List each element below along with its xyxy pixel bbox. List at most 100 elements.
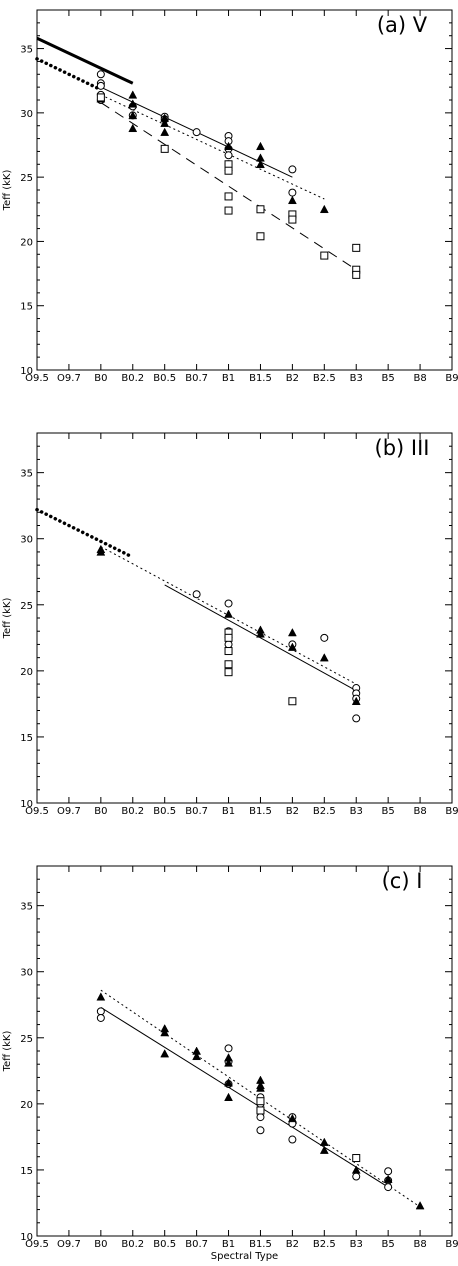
x-tick-label: B1.5: [249, 1239, 272, 1250]
data-point-circle: [288, 188, 297, 197]
data-point-circle: [320, 633, 329, 642]
data-point-triangle: [224, 609, 233, 618]
data-point-circle: [384, 1183, 393, 1192]
data-point-square: [224, 633, 233, 642]
data-point-square: [224, 668, 233, 677]
x-tick-label: B2.5: [313, 373, 336, 384]
panel-title: (c) I: [382, 869, 423, 893]
y-tick-label: 30: [20, 968, 33, 979]
data-point-triangle: [351, 696, 361, 705]
x-tick-label: B9: [445, 806, 458, 817]
x-tick-label: B1: [222, 373, 235, 384]
data-point-circle: [384, 1167, 393, 1176]
data-point-square: [256, 1097, 265, 1106]
data-point-triangle: [287, 642, 297, 651]
data-point-triangle: [319, 1145, 329, 1154]
y-tick-label: 30: [20, 535, 33, 546]
x-tick-label: O9.5: [25, 373, 49, 384]
data-point-triangle: [128, 99, 138, 108]
data-point-triangle: [287, 628, 297, 637]
data-point-circle: [192, 590, 201, 599]
panel-title: (a) V: [377, 13, 428, 37]
data-point-triangle: [224, 1092, 233, 1101]
fit-line-thick-dotted: [35, 57, 103, 92]
x-tick-label: B9: [445, 1239, 458, 1250]
data-point-square: [288, 215, 297, 224]
x-tick-label: B0.5: [153, 1239, 176, 1250]
data-point-triangle: [383, 1174, 393, 1183]
data-point-triangle: [192, 1051, 202, 1061]
panel-title: (b) III: [375, 436, 430, 460]
data-point-square: [224, 647, 233, 656]
data-point-circle: [352, 714, 361, 723]
data-point-circle: [96, 70, 105, 79]
data-point-circle: [288, 165, 297, 174]
x-tick-label: B2.5: [313, 1239, 336, 1250]
data-point-triangle: [96, 547, 106, 556]
y-tick-label: 15: [20, 733, 33, 744]
x-tick-label: O9.7: [57, 806, 81, 817]
x-tick-label: B5: [382, 806, 395, 817]
y-tick-label: 20: [20, 1100, 33, 1111]
data-point-triangle: [351, 1165, 361, 1174]
x-tick-label: B2: [286, 373, 299, 384]
data-point-triangle: [319, 1137, 329, 1146]
y-tick-label: 10: [20, 366, 33, 377]
data-point-triangle: [96, 992, 106, 1001]
x-tick-label: O9.7: [57, 1239, 81, 1250]
x-tick-label: B1.5: [249, 373, 272, 384]
data-point-square: [224, 660, 233, 669]
data-point-circle: [224, 640, 233, 649]
x-tick-label: B2.5: [313, 806, 336, 817]
x-axis-label: Spectral Type: [211, 1251, 278, 1262]
data-point-square: [224, 166, 233, 175]
data-point-triangle: [256, 141, 265, 151]
data-point-circle: [256, 1126, 265, 1135]
y-tick-label: 25: [20, 173, 33, 184]
x-tick-label: B0.7: [185, 1239, 208, 1250]
data-point-square: [352, 1154, 361, 1163]
data-point-circle: [96, 1013, 105, 1022]
fit-line-dotted: [100, 989, 421, 1208]
data-point-triangle: [160, 1027, 170, 1037]
data-point-triangle: [287, 1113, 297, 1123]
x-tick-label: B2: [286, 1239, 299, 1250]
plot-frame: [36, 432, 453, 804]
y-tick-label: 15: [20, 1166, 33, 1177]
data-point-square: [256, 232, 265, 241]
fit-line-solid: [100, 1006, 389, 1188]
data-point-triangle: [128, 123, 138, 133]
x-tick-label: O9.7: [57, 373, 81, 384]
y-tick-label: 25: [20, 1034, 33, 1045]
data-point-circle: [224, 151, 233, 160]
data-point-triangle: [224, 1058, 233, 1067]
y-tick-label: 35: [20, 902, 33, 913]
data-point-square: [224, 192, 233, 201]
data-point-triangle: [160, 1049, 170, 1058]
fit-line-thick-solid: [36, 36, 134, 85]
x-tick-label: B0: [94, 373, 107, 384]
data-point-triangle: [224, 1078, 233, 1087]
data-point-triangle: [224, 141, 233, 151]
x-tick-label: B8: [413, 373, 426, 384]
x-tick-label: B5: [382, 1239, 395, 1250]
x-tick-label: B0.2: [121, 373, 144, 384]
data-point-circle: [96, 81, 105, 90]
y-axis-label: Teff (kK): [2, 598, 13, 640]
fit-line-dotted: [100, 94, 325, 200]
data-point-square: [224, 206, 233, 215]
plot-frame: [36, 9, 453, 371]
fit-line-thick-dotted: [35, 507, 135, 559]
chart-panel-1: O9.5 O9.7 B0 B0.2 B0.5 B0.7 B1 B1.5 B2 B2.5 B3 B5 B8…: [2, 9, 458, 384]
x-tick-label: B0: [94, 806, 107, 817]
chart-panel-3: O9.5 O9.7 B0 B0.2 B0.5 B0.7 B1 B1.5 B2 B2.5 B3 B5 B8…: [2, 865, 458, 1250]
y-tick-label: 20: [20, 667, 33, 678]
data-point-circle: [256, 1113, 265, 1122]
data-point-circle: [96, 1007, 105, 1016]
x-tick-label: B2: [286, 806, 299, 817]
data-point-square: [96, 93, 105, 102]
y-tick-label: 35: [20, 45, 33, 56]
data-point-square: [256, 205, 265, 214]
data-point-triangle: [256, 159, 265, 169]
